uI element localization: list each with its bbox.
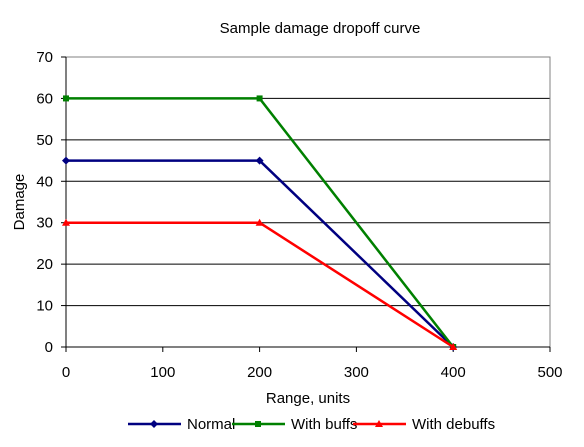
y-tick-label-0: 0: [45, 339, 53, 356]
series-line-normal: [66, 159, 455, 348]
y-tick-label-10: 10: [36, 298, 53, 315]
x-axis-label: Range, units: [266, 390, 350, 407]
x-tick-label-200: 200: [247, 364, 272, 381]
x-tick-label-0: 0: [62, 364, 70, 381]
data-point-normal-0: [62, 156, 70, 165]
chart-title: Sample damage dropoff curve: [220, 20, 421, 37]
data-point-with-debuffs-1: [255, 218, 264, 226]
y-tick-label-30: 30: [36, 215, 53, 232]
data-point-with-buffs-0: [63, 95, 69, 102]
x-tick-label-300: 300: [344, 364, 369, 381]
y-axis-label: Damage: [11, 174, 28, 231]
legend-label-with-buffs: With buffs: [291, 416, 357, 433]
data-point-with-debuffs-0: [62, 218, 70, 226]
data-point-with-debuffs-2: [449, 343, 458, 350]
series-lines: [62, 95, 458, 351]
legend-marker-normal: [150, 420, 158, 428]
tick-labels: 0 10 20 30 40 50 60 70 0 100 200 300 400 500: [36, 49, 562, 381]
data-point-normal-1: [255, 156, 264, 165]
y-tick-label-70: 70: [36, 49, 53, 66]
x-tick-label-400: 400: [441, 364, 466, 381]
legend-marker-with-debuffs: [375, 420, 383, 427]
y-tick-label-60: 60: [36, 90, 53, 107]
data-point-with-buffs-1: [256, 95, 263, 102]
y-tick-label-40: 40: [36, 173, 53, 190]
legend: Normal With buffs With debuffs: [128, 416, 495, 433]
axes: [65, 56, 551, 348]
series-line-with-debuffs: [66, 221, 454, 349]
x-tick-label-100: 100: [150, 364, 175, 381]
legend-label-with-debuffs: With debuffs: [412, 416, 495, 433]
plot-area: [65, 56, 551, 348]
y-tick-label-50: 50: [36, 132, 53, 149]
gridlines: [66, 56, 550, 307]
y-tick-label-20: 20: [36, 256, 53, 273]
legend-label-normal: Normal: [187, 416, 235, 433]
legend-marker-with-buffs: [255, 421, 261, 427]
x-tick-label-500: 500: [537, 364, 562, 381]
